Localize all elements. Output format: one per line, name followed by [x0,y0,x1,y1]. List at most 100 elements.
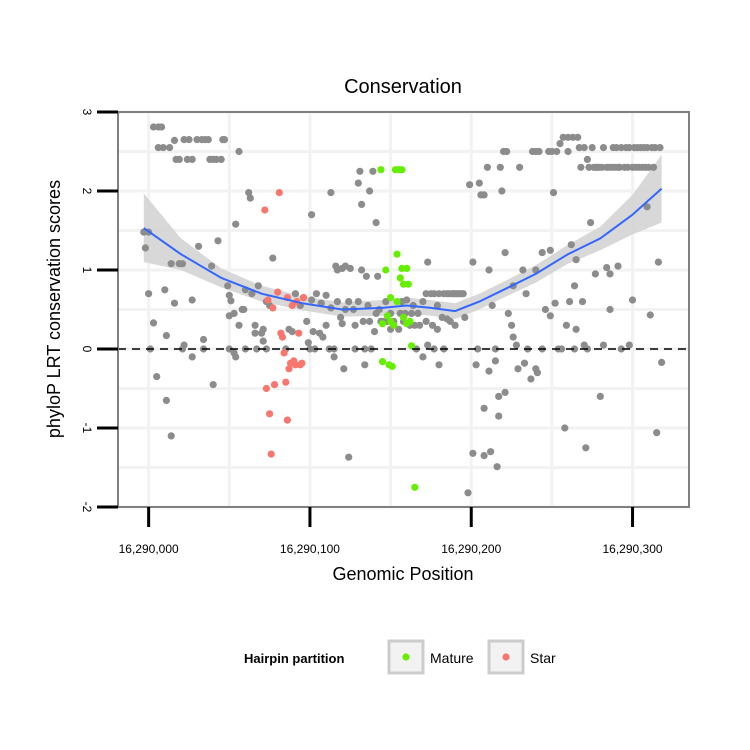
mature-point [377,166,385,174]
other-point [570,282,579,290]
star-point [282,378,290,386]
other-point [253,345,261,353]
other-point [495,412,503,420]
other-point [508,321,516,329]
mature-point [378,320,387,328]
other-point [433,325,441,333]
other-point [451,321,459,329]
other-point [232,220,240,228]
other-point [408,309,416,317]
other-point [578,298,587,306]
other-point [159,144,167,152]
other-point [419,353,427,361]
star-point [298,359,306,367]
other-point [469,258,477,266]
star-point [264,296,272,304]
star-point [299,294,308,302]
other-point [466,181,474,189]
other-point [459,290,467,298]
other-point [382,298,390,306]
mature-point [393,250,401,258]
other-point [556,140,564,148]
other-point [599,341,608,349]
other-point [358,200,366,208]
other-point [430,345,438,353]
other-point [546,246,554,254]
other-point [356,167,364,175]
other-point [204,136,212,144]
series-other [140,123,666,497]
other-point [475,179,483,187]
other-point [145,290,153,298]
other-point [246,194,254,202]
other-point [512,341,521,349]
other-point [333,298,341,306]
other-point [572,325,580,333]
other-point [549,189,558,197]
other-point [588,144,596,152]
other-point [354,179,362,187]
other-point [472,361,480,369]
other-point [551,299,559,307]
other-point [522,290,530,298]
other-point [185,136,193,144]
other-point [514,365,522,373]
other-point [269,254,277,262]
other-point [251,321,259,329]
other-point [209,381,217,389]
legend-key-mature [387,639,425,675]
mature-point [398,166,406,174]
other-point [504,309,512,317]
other-point [312,290,320,298]
other-point [162,332,170,340]
other-point [308,296,316,304]
other-point [225,291,233,299]
other-point [214,237,222,245]
other-point [248,290,256,298]
other-point [491,357,499,365]
other-point [654,258,663,266]
y-tick-label: 2 [80,188,94,195]
other-point [485,367,493,375]
other-point [141,244,149,252]
mature-point [383,312,391,320]
other-point [520,359,529,367]
other-point [501,388,509,396]
smooth-line [143,187,663,313]
other-point [495,392,503,400]
other-point [175,155,183,163]
star-point [288,301,296,310]
other-point [208,262,216,270]
star-point [266,410,274,418]
star-point [285,365,293,373]
other-point [606,270,614,278]
other-point [291,290,299,298]
other-point [583,155,592,163]
other-point [304,339,312,347]
other-point [195,242,203,250]
other-point [309,328,317,336]
other-point [167,432,175,440]
other-point [422,317,430,325]
other-point [574,133,582,141]
other-point [364,301,372,310]
other-point [166,144,174,152]
other-point [224,282,232,290]
other-point [366,317,374,325]
other-point [469,449,477,457]
other-point [319,333,327,341]
other-point [351,345,359,353]
other-point [161,286,169,294]
other-point [162,396,170,404]
other-point [262,345,270,353]
legend-title: Hairpin partition [244,651,344,666]
other-point [361,345,369,353]
other-point [617,345,625,353]
other-point [649,163,658,171]
other-point [308,211,316,219]
y-tick-label: 1 [80,267,94,274]
other-point [428,321,437,329]
other-point [235,321,243,329]
other-point [230,309,238,317]
other-point [374,272,382,280]
